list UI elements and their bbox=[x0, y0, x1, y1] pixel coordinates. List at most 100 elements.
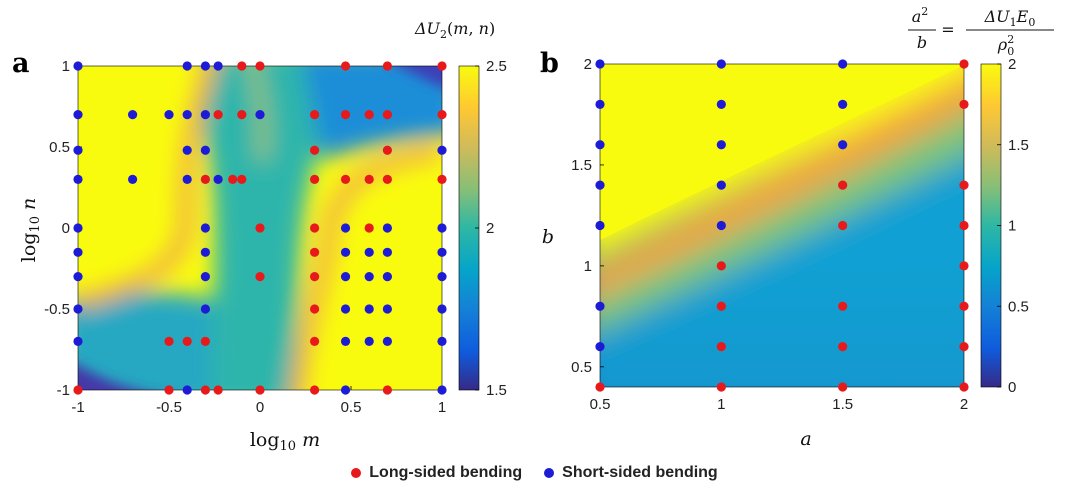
short-sided-point bbox=[716, 180, 726, 190]
short-sided-point bbox=[595, 180, 605, 190]
long-sided-point bbox=[382, 174, 392, 184]
long-sided-point bbox=[364, 110, 374, 120]
long-sided-point bbox=[959, 99, 969, 109]
x-tick-label: 0 bbox=[256, 399, 264, 416]
long-sided-point bbox=[255, 385, 265, 395]
short-sided-point bbox=[182, 385, 192, 395]
colorbar-tick-label: 1.5 bbox=[1008, 137, 1029, 154]
long-sided-point bbox=[310, 336, 320, 346]
short-sided-point bbox=[437, 336, 447, 346]
long-sided-point bbox=[237, 174, 247, 184]
short-sided-point bbox=[213, 174, 223, 184]
short-sided-point bbox=[73, 174, 83, 184]
short-sided-point bbox=[73, 247, 83, 257]
svg-text:ΔU1E0: ΔU1E0 bbox=[984, 7, 1036, 29]
svg-text:=: = bbox=[941, 20, 954, 39]
long-sided-point bbox=[959, 180, 969, 190]
long-sided-point bbox=[595, 382, 605, 392]
colorbar-tick-label: 0 bbox=[1008, 379, 1016, 396]
long-sided-point bbox=[340, 61, 351, 71]
long-sided-point bbox=[959, 261, 969, 271]
long-sided-point bbox=[310, 223, 320, 233]
xlabel-a: log10 m bbox=[250, 429, 320, 454]
short-sided-point bbox=[382, 304, 392, 314]
long-sided-point bbox=[237, 61, 247, 71]
long-sided-point bbox=[959, 59, 969, 69]
short-sided-point bbox=[364, 272, 374, 282]
legend-label-long: Long-sided bending bbox=[369, 464, 523, 481]
short-sided-point bbox=[595, 301, 605, 311]
y-tick-label: 2 bbox=[584, 56, 592, 73]
long-sided-point bbox=[437, 61, 447, 71]
short-sided-point bbox=[73, 145, 83, 155]
xlabel-b: a bbox=[800, 428, 811, 450]
ylabel-a: log10 n bbox=[18, 198, 43, 263]
long-sided-point bbox=[164, 336, 174, 346]
ylabel-b: b bbox=[542, 226, 554, 248]
short-sided-point bbox=[73, 61, 83, 71]
short-sided-point bbox=[382, 223, 392, 233]
long-sided-point bbox=[959, 382, 969, 392]
short-sided-point bbox=[382, 336, 392, 346]
short-sided-point bbox=[182, 174, 192, 184]
colorbar-tick-label: 1.5 bbox=[486, 382, 507, 399]
short-sided-point bbox=[200, 272, 210, 282]
short-sided-point bbox=[716, 140, 726, 150]
long-sided-point bbox=[716, 301, 726, 311]
short-sided-point bbox=[255, 110, 265, 120]
short-sided-point bbox=[164, 110, 174, 120]
y-tick-label: 1.5 bbox=[571, 157, 592, 174]
long-sided-point bbox=[213, 385, 223, 395]
figure: -1 -0.5 0 0.5 1 -1 -0.5 0 0.5 1 a log10 m log10 n… bbox=[12, 5, 1054, 454]
long-sided-point bbox=[310, 304, 320, 314]
short-sided-point bbox=[437, 385, 447, 395]
short-sided-point bbox=[128, 110, 138, 120]
long-sided-point bbox=[716, 382, 726, 392]
short-sided-point bbox=[595, 220, 605, 231]
short-sided-point bbox=[182, 61, 192, 71]
short-sided-point bbox=[340, 272, 351, 282]
short-sided-point bbox=[73, 336, 83, 346]
short-sided-point bbox=[716, 99, 726, 109]
long-sided-point bbox=[255, 61, 265, 71]
long-sided-point bbox=[959, 220, 969, 231]
long-sided-point bbox=[73, 385, 83, 395]
short-sided-point bbox=[200, 247, 210, 257]
long-sided-point bbox=[213, 110, 223, 120]
colorbar-tick-label: 1 bbox=[1008, 218, 1016, 235]
long-sided-point bbox=[838, 382, 848, 392]
short-sided-point bbox=[838, 99, 848, 109]
legend-item-short: Short-sided bending bbox=[544, 464, 718, 482]
long-sided-point bbox=[838, 301, 848, 311]
short-sided-point bbox=[595, 342, 605, 352]
long-sided-point bbox=[364, 223, 374, 233]
long-sided-point bbox=[437, 110, 447, 120]
colorbar-tick-label: 2 bbox=[1008, 56, 1016, 73]
short-sided-point bbox=[73, 223, 83, 233]
x-tick-label: -1 bbox=[71, 399, 84, 416]
x-tick-label: 0.5 bbox=[590, 396, 611, 413]
short-sided-point bbox=[716, 220, 726, 231]
short-sided-point bbox=[437, 223, 447, 233]
svg-text:a2: a2 bbox=[912, 5, 929, 26]
colorbar-ticks-b: 0 0.5 1 1.5 2 bbox=[997, 56, 1029, 396]
long-sided-point bbox=[716, 342, 726, 352]
panel-a: -1 -0.5 0 0.5 1 -1 -0.5 0 0.5 1 a log10 m log10 n… bbox=[12, 19, 507, 454]
short-sided-point bbox=[73, 110, 83, 120]
long-sided-point bbox=[228, 174, 238, 184]
long-sided-point bbox=[200, 174, 210, 184]
panel-label-a: a bbox=[12, 48, 30, 79]
short-sided-point bbox=[595, 99, 605, 109]
x-tick-label: 1 bbox=[438, 399, 446, 416]
short-sided-point bbox=[200, 61, 210, 71]
long-sided-point bbox=[182, 336, 192, 346]
axes-a: -1 -0.5 0 0.5 1 -1 -0.5 0 0.5 1 bbox=[44, 58, 446, 416]
x-tick-label: 1 bbox=[717, 396, 725, 413]
long-sided-point bbox=[340, 174, 351, 184]
svg-text:b: b bbox=[917, 33, 927, 52]
long-sided-point bbox=[716, 261, 726, 271]
short-sided-point bbox=[437, 247, 447, 257]
long-sided-point bbox=[200, 385, 210, 395]
long-sided-point bbox=[237, 110, 247, 120]
long-sided-point bbox=[382, 145, 392, 155]
